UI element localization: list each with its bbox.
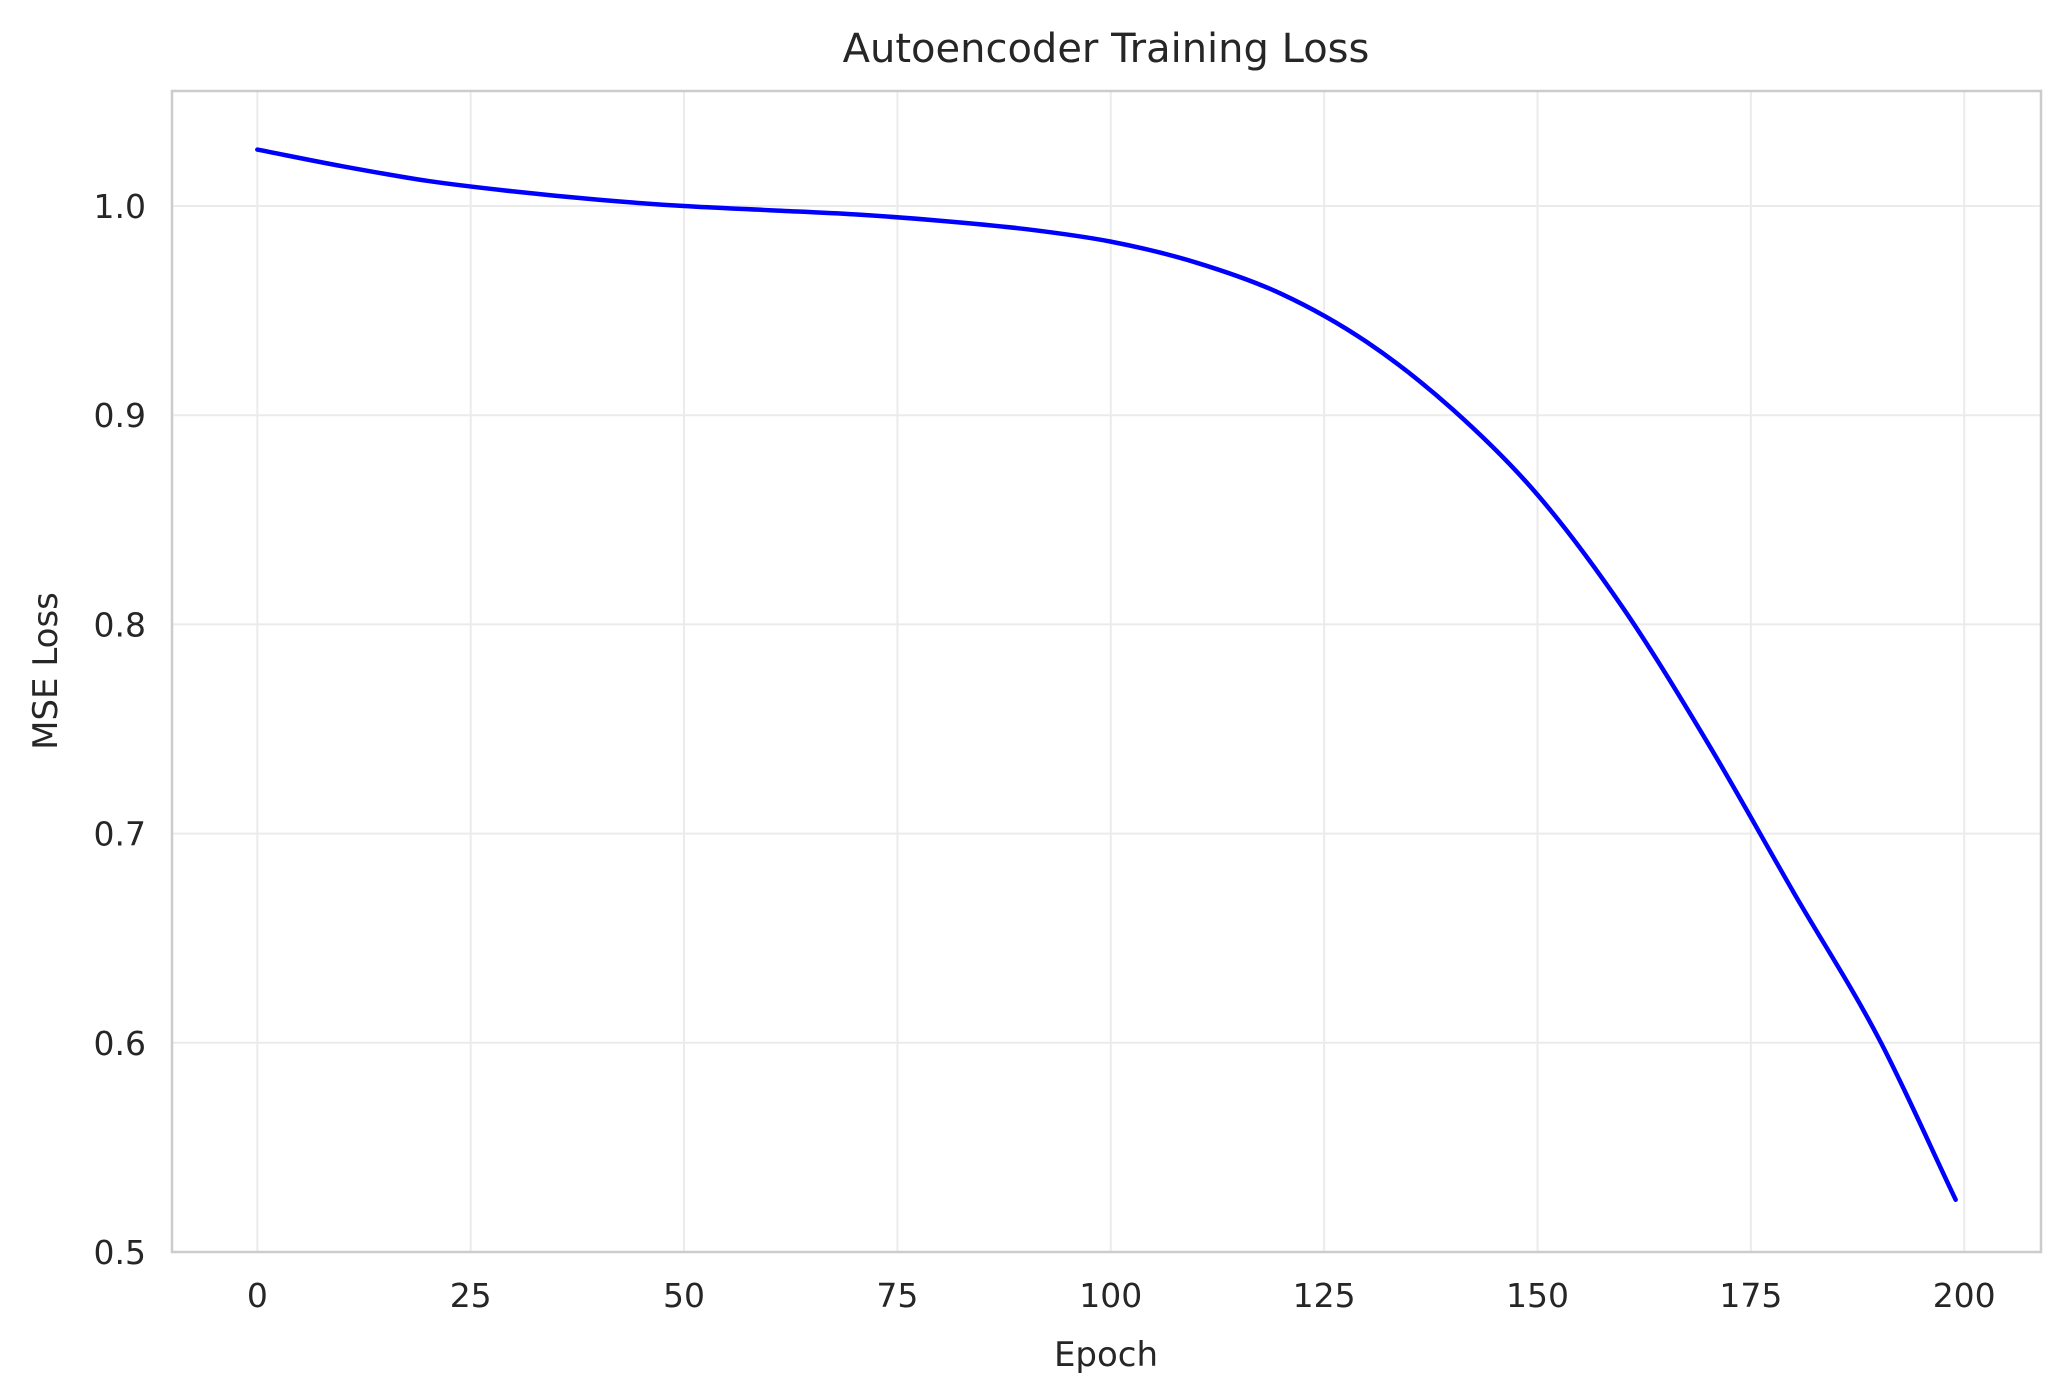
grid [172,91,2041,1253]
x-tick-label: 50 [663,1276,705,1315]
x-tick-label: 125 [1293,1276,1356,1315]
chart-title: Autoencoder Training Loss [843,26,1370,72]
x-tick-label: 0 [247,1276,268,1315]
x-tick-label: 150 [1506,1276,1569,1315]
y-tick-label: 0.7 [94,815,146,854]
y-axis-ticks: 0.5 0.6 0.7 0.8 0.9 1.0 [94,187,146,1272]
series-layer [255,147,1958,1202]
x-axis-ticks: 0 25 50 75 100 125 150 175 200 [247,1276,1996,1315]
y-tick-label: 0.5 [94,1233,146,1272]
y-tick-label: 0.9 [94,396,146,435]
x-tick-label: 75 [876,1276,918,1315]
x-axis-label: Epoch [1054,1335,1158,1375]
loss-series-line [255,147,1958,1202]
y-axis-label: MSE Loss [26,592,66,750]
y-tick-label: 0.6 [94,1024,146,1063]
x-tick-label: 200 [1933,1276,1996,1315]
x-tick-label: 175 [1719,1276,1782,1315]
y-tick-label: 1.0 [94,187,146,226]
x-tick-label: 25 [450,1276,492,1315]
x-tick-label: 100 [1079,1276,1142,1315]
y-tick-label: 0.8 [94,605,146,644]
plot-frame [170,89,2043,1254]
